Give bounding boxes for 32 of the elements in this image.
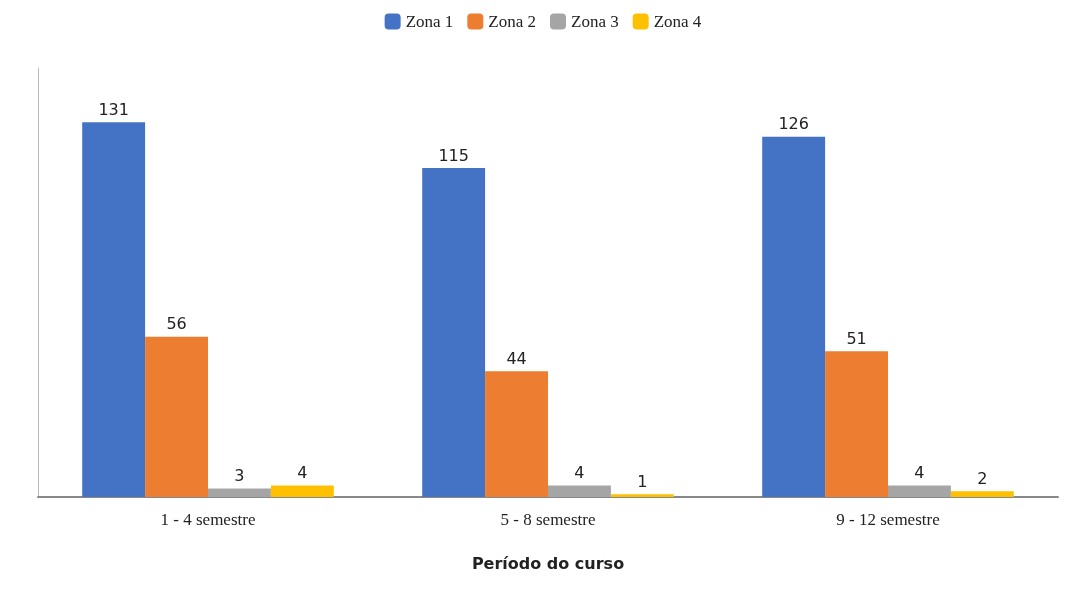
data-label: 3: [234, 465, 245, 485]
data-label: 51: [846, 328, 867, 348]
data-label: 131: [98, 99, 129, 119]
data-label: 115: [438, 145, 469, 165]
bar: [422, 168, 486, 497]
legend-label: Zona 1: [405, 12, 454, 31]
data-label: 44: [506, 348, 527, 368]
bar: [208, 488, 271, 497]
x-tick-label: 9 - 12 semestre: [836, 510, 940, 529]
bar: [145, 336, 208, 497]
data-label: 56: [166, 314, 187, 334]
bar: [610, 494, 674, 497]
bar: [270, 485, 334, 497]
data-label: 4: [574, 463, 585, 483]
x-tick-label: 1 - 4 semestre: [160, 510, 256, 529]
legend-label: Zona 2: [488, 12, 537, 31]
bar: [82, 122, 146, 497]
legend-label: Zona 4: [653, 12, 702, 31]
bar: [485, 371, 548, 497]
x-axis-title: Período do curso: [471, 553, 625, 573]
bar: [548, 485, 611, 497]
data-label: 4: [914, 463, 925, 483]
legend-label: Zona 3: [571, 12, 619, 31]
data-label: 4: [297, 463, 308, 483]
data-label: 2: [977, 468, 988, 488]
x-tick-label: 5 - 8 semestre: [500, 510, 596, 529]
bar: [888, 485, 951, 497]
bar: [762, 136, 826, 497]
data-label: 126: [778, 114, 809, 134]
data-label: 1: [637, 471, 648, 491]
bar: [825, 351, 888, 497]
bar: [950, 491, 1014, 497]
